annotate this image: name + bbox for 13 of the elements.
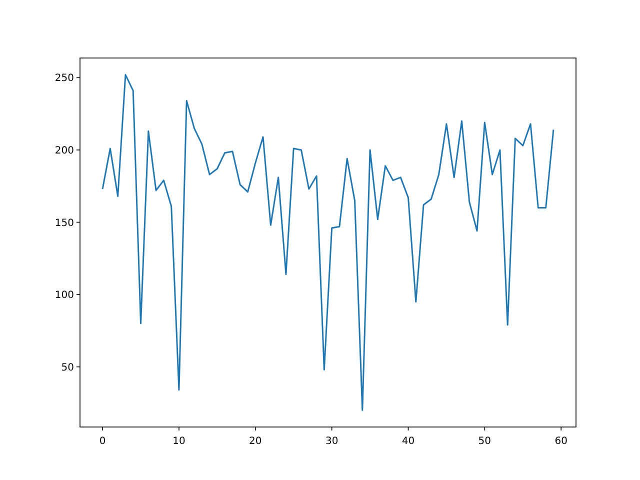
y-tick-label: 50 bbox=[61, 362, 74, 374]
x-tick-label: 10 bbox=[172, 436, 186, 447]
x-tick-label: 20 bbox=[249, 436, 262, 447]
y-tick-label: 250 bbox=[54, 73, 74, 84]
x-tick-label: 40 bbox=[402, 436, 415, 447]
y-tick-label: 150 bbox=[54, 218, 74, 229]
x-tick-label: 0 bbox=[99, 436, 106, 447]
x-tick-label: 50 bbox=[478, 436, 492, 447]
x-tick-label: 30 bbox=[325, 436, 338, 447]
y-tick-label: 100 bbox=[54, 290, 74, 302]
line-series bbox=[102, 74, 554, 411]
y-tick-label: 200 bbox=[54, 145, 74, 156]
x-tick-label: 60 bbox=[554, 436, 568, 447]
